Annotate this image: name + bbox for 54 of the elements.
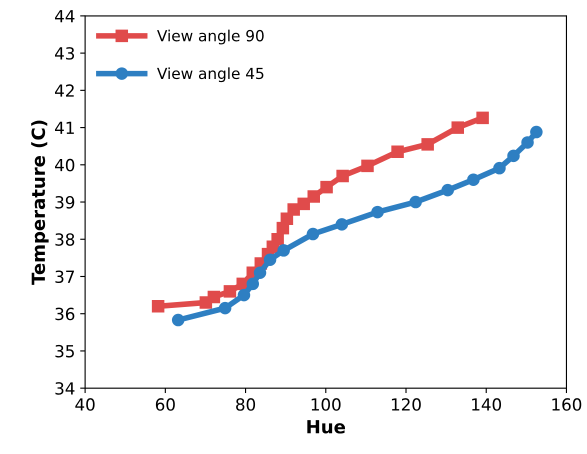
point xyxy=(271,233,284,246)
point xyxy=(306,228,320,240)
y-tick-label: 42 xyxy=(55,84,74,97)
x-axis-title: Hue xyxy=(307,420,346,434)
point xyxy=(409,196,422,208)
y-tick-label: 35 xyxy=(55,344,74,358)
x-tick-label: 160 xyxy=(552,398,582,411)
point xyxy=(467,173,480,186)
legend-label: View angle 90 xyxy=(157,30,264,44)
y-tick-label: 39 xyxy=(55,196,74,209)
point xyxy=(218,302,232,314)
point xyxy=(238,288,250,302)
point xyxy=(297,198,310,210)
point xyxy=(476,112,489,124)
y-tick-label: 40 xyxy=(55,158,74,172)
point xyxy=(336,218,348,231)
x-tick-label: 120 xyxy=(392,398,421,411)
point xyxy=(308,190,320,203)
y-tick-label: 36 xyxy=(55,308,74,320)
point xyxy=(280,212,294,226)
point xyxy=(507,150,520,162)
x-tick-label: 140 xyxy=(472,398,502,411)
point xyxy=(224,285,236,298)
point xyxy=(361,160,374,172)
point xyxy=(421,138,434,151)
point xyxy=(287,203,300,216)
point xyxy=(208,290,220,304)
point xyxy=(441,184,454,196)
point xyxy=(277,244,290,257)
y-tick-label: 44 xyxy=(55,10,74,22)
point xyxy=(452,121,464,134)
x-tick-label: 100 xyxy=(312,398,341,411)
y-tick-label: 41 xyxy=(55,122,74,134)
y-tick-label: 38 xyxy=(55,233,74,246)
y-tick-label: 43 xyxy=(55,47,74,60)
point xyxy=(336,170,349,182)
point xyxy=(246,278,260,290)
point xyxy=(530,126,543,138)
y-axis-title: Temperature (C) xyxy=(31,120,49,285)
point xyxy=(152,300,164,313)
point xyxy=(371,206,384,218)
x-tick-label: 80 xyxy=(236,398,256,411)
y-tick-label: 37 xyxy=(55,270,74,284)
point xyxy=(320,180,333,194)
x-tick-label: 60 xyxy=(156,398,175,411)
y-tick-label: 34 xyxy=(55,382,74,395)
x-tick-label: 40 xyxy=(75,398,95,411)
point xyxy=(493,162,506,174)
point xyxy=(521,136,534,149)
point xyxy=(254,266,266,280)
legend-label: View angle 45 xyxy=(157,67,264,82)
point xyxy=(391,146,404,158)
point xyxy=(264,253,276,266)
point xyxy=(172,314,184,326)
